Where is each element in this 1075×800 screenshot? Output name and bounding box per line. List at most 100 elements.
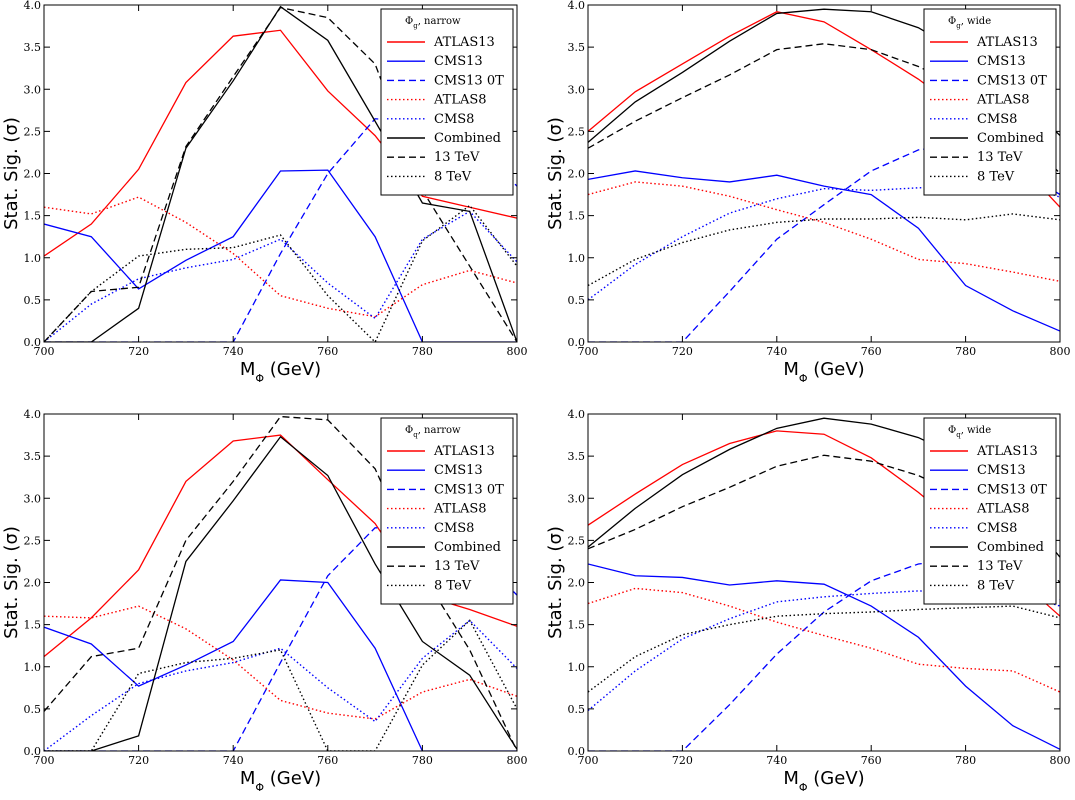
legend-entry-label: 8 TeV: [977, 578, 1015, 593]
series-line-8-tev: [44, 204, 517, 342]
legend-entry-label: ATLAS13: [976, 444, 1038, 459]
legend-entry-label: Combined: [977, 131, 1044, 146]
y-tick-label: 0.5: [568, 294, 586, 307]
legend-entry-label: 13 TeV: [434, 150, 480, 165]
y-tick-label: 3.5: [24, 41, 42, 54]
legend-box: [380, 417, 514, 605]
plot-area: [44, 415, 517, 751]
panel-gg-wide: 700 720 740 760 780 800 0.0 0.5 1.0 1.5 2.0 2.5 3.0 3…: [545, 0, 1071, 385]
legend-title: Φq, narrow: [405, 425, 461, 439]
panel-qq-wide: 700 720 740 760 780 800 0.0 0.5 1.0 1.5 2.0 2.5 3.0 3…: [545, 408, 1071, 794]
x-tick-label: 720: [128, 345, 149, 358]
legend: Φq, narrow ATLAS13 CMS13 CMS13 0T ATLAS8 CMS8…: [380, 417, 514, 605]
y-tick-label: 3.0: [24, 492, 42, 505]
x-tick-label: 760: [317, 345, 338, 358]
y-axis-label: Stat. Sig. (σ): [545, 117, 566, 230]
x-axis-label: MΦ (GeV): [783, 359, 864, 385]
y-tick-label: 2.5: [568, 534, 586, 547]
legend-entry-label: ATLAS8: [976, 502, 1030, 517]
series-line-atlas8: [588, 181, 1060, 283]
y-tick-label: 2.0: [24, 168, 42, 181]
x-tick-label: 700: [34, 754, 55, 767]
legend-entry-label: CMS8: [434, 521, 474, 536]
legend-entry-label: CMS13: [434, 54, 483, 69]
y-tick-label: 4.0: [24, 0, 42, 12]
y-tick-label: 1.0: [24, 252, 42, 265]
y-tick-label: 2.5: [24, 125, 42, 138]
legend-box: [923, 417, 1057, 605]
x-tick-label: 800: [507, 345, 528, 358]
legend-title: Φg, narrow: [405, 16, 461, 30]
y-tick-label: 0.5: [24, 294, 42, 307]
legend-entry-label: 8 TeV: [434, 578, 472, 593]
legend-entry-label: Combined: [434, 131, 501, 146]
legend-entry-label: Combined: [977, 540, 1044, 555]
legend-entry-label: CMS13: [977, 463, 1026, 478]
x-tick-label: 740: [766, 754, 787, 767]
legend-entry-label: 13 TeV: [977, 559, 1023, 574]
y-tick-label: 4.0: [568, 0, 586, 12]
y-tick-label: 0.0: [568, 336, 586, 349]
x-tick-label: 760: [317, 754, 338, 767]
series-line-cms8: [44, 619, 517, 751]
series-line-cms8: [588, 181, 1060, 301]
y-tick-label: 0.0: [24, 336, 42, 349]
legend-entry-label: CMS13 0T: [977, 73, 1047, 88]
y-tick-label: 3.5: [568, 41, 586, 54]
series-line-cms13: [588, 170, 1060, 332]
y-tick-label: 1.5: [568, 210, 586, 223]
x-tick-label: 720: [672, 345, 693, 358]
legend-entry-label: CMS13 0T: [434, 73, 504, 88]
panel-qq-narrow: 700 720 740 760 780 800 0.0 0.5 1.0 1.5 2.0 2.5 3.0 3…: [1, 408, 528, 794]
legend-entry-label: CMS13 0T: [977, 482, 1047, 497]
legend-entry-label: ATLAS13: [433, 35, 495, 50]
legend-entry-label: ATLAS13: [433, 444, 495, 459]
legend-entry-label: CMS13: [977, 54, 1026, 69]
y-tick-label: 0.5: [568, 703, 586, 716]
legend-entry-label: ATLAS13: [976, 35, 1038, 50]
y-tick-label: 1.5: [568, 619, 586, 632]
y-axis-label: Stat. Sig. (σ): [1, 117, 22, 230]
legend-box: [380, 8, 514, 196]
y-tick-label: 4.0: [568, 408, 586, 421]
series-line-combined: [44, 5, 517, 342]
y-tick-label: 3.0: [568, 83, 586, 96]
y-tick-label: 0.0: [568, 745, 586, 758]
series-line-13-tev: [44, 6, 517, 342]
legend-box: [923, 8, 1057, 196]
series-line-atlas8: [44, 196, 517, 318]
x-tick-label: 800: [1050, 345, 1071, 358]
x-tick-label: 720: [128, 754, 149, 767]
y-tick-label: 1.5: [24, 619, 42, 632]
x-tick-label: 760: [861, 754, 882, 767]
y-tick-label: 1.0: [568, 661, 586, 674]
y-tick-label: 0.5: [24, 703, 42, 716]
x-tick-label: 720: [672, 754, 693, 767]
x-tick-label: 700: [34, 345, 55, 358]
x-tick-label: 700: [578, 754, 599, 767]
y-tick-label: 3.5: [568, 450, 586, 463]
series-line-cms13: [588, 563, 1060, 750]
legend-entry-label: CMS8: [977, 521, 1017, 536]
x-tick-label: 800: [1050, 754, 1071, 767]
series-line-8-tev: [588, 213, 1060, 287]
legend-entry-label: Combined: [434, 540, 501, 555]
panel-gg-narrow: 700 720 740 760 780 800 0.0 0.5 1.0 1.5 2.0 2.5 3.0 3…: [1, 0, 528, 385]
x-tick-label: 800: [507, 754, 528, 767]
x-tick-label: 740: [223, 345, 244, 358]
legend-entry-label: CMS13 0T: [434, 482, 504, 497]
y-tick-label: 3.5: [24, 450, 42, 463]
x-tick-label: 780: [412, 754, 433, 767]
x-tick-label: 780: [412, 345, 433, 358]
legend-entry-label: ATLAS8: [433, 93, 487, 108]
legend-entry-label: 8 TeV: [977, 169, 1015, 184]
x-axis-label: MΦ (GeV): [240, 768, 321, 794]
y-axis-label: Stat. Sig. (σ): [545, 526, 566, 639]
x-tick-label: 780: [955, 754, 976, 767]
y-tick-label: 4.0: [24, 408, 42, 421]
y-axis-label: Stat. Sig. (σ): [1, 526, 22, 639]
y-tick-label: 1.0: [568, 252, 586, 265]
series-line-cms13: [44, 169, 517, 342]
